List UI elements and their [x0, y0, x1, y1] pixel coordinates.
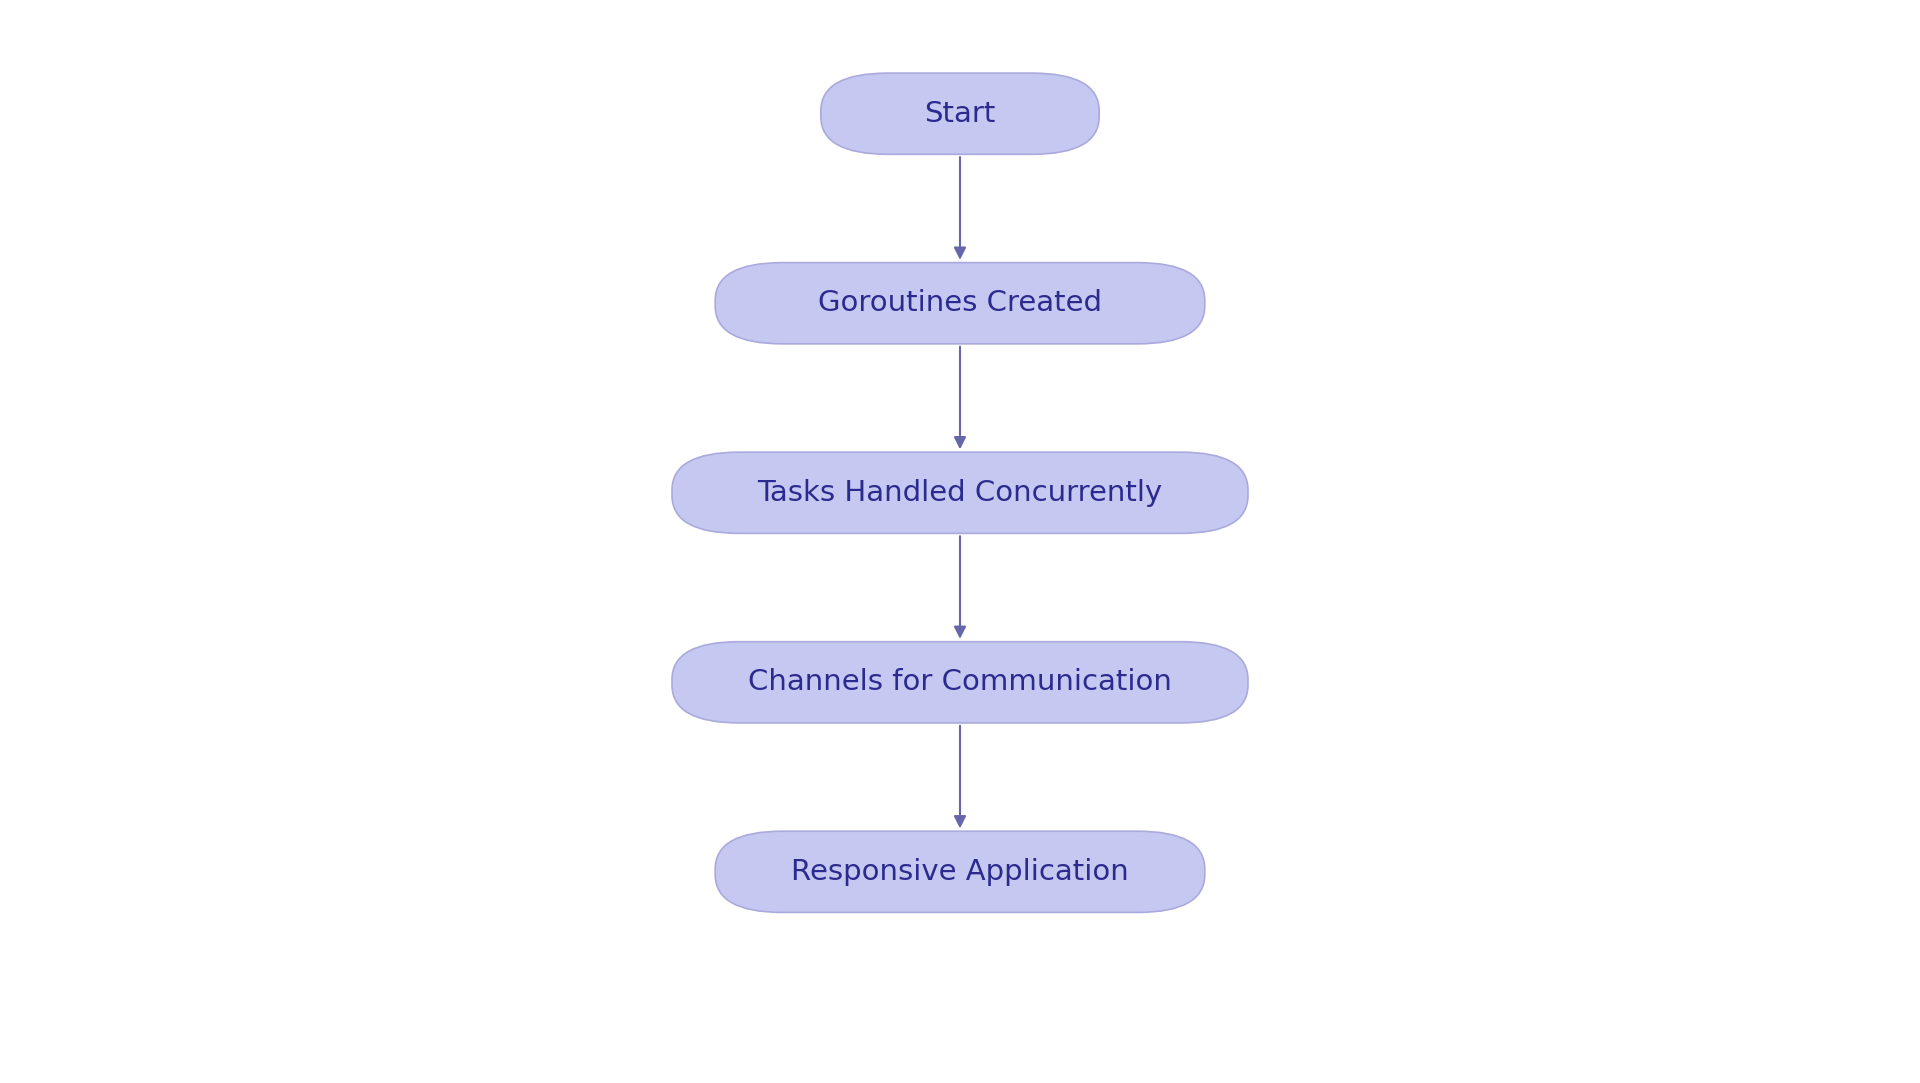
Text: Start: Start [924, 100, 996, 128]
FancyBboxPatch shape [714, 263, 1206, 344]
FancyBboxPatch shape [672, 453, 1248, 533]
Text: Goroutines Created: Goroutines Created [818, 289, 1102, 317]
Text: Responsive Application: Responsive Application [791, 858, 1129, 886]
FancyBboxPatch shape [714, 832, 1206, 912]
Text: Channels for Communication: Channels for Communication [749, 668, 1171, 696]
FancyBboxPatch shape [822, 74, 1098, 155]
FancyBboxPatch shape [672, 641, 1248, 723]
Text: Tasks Handled Concurrently: Tasks Handled Concurrently [756, 479, 1164, 507]
